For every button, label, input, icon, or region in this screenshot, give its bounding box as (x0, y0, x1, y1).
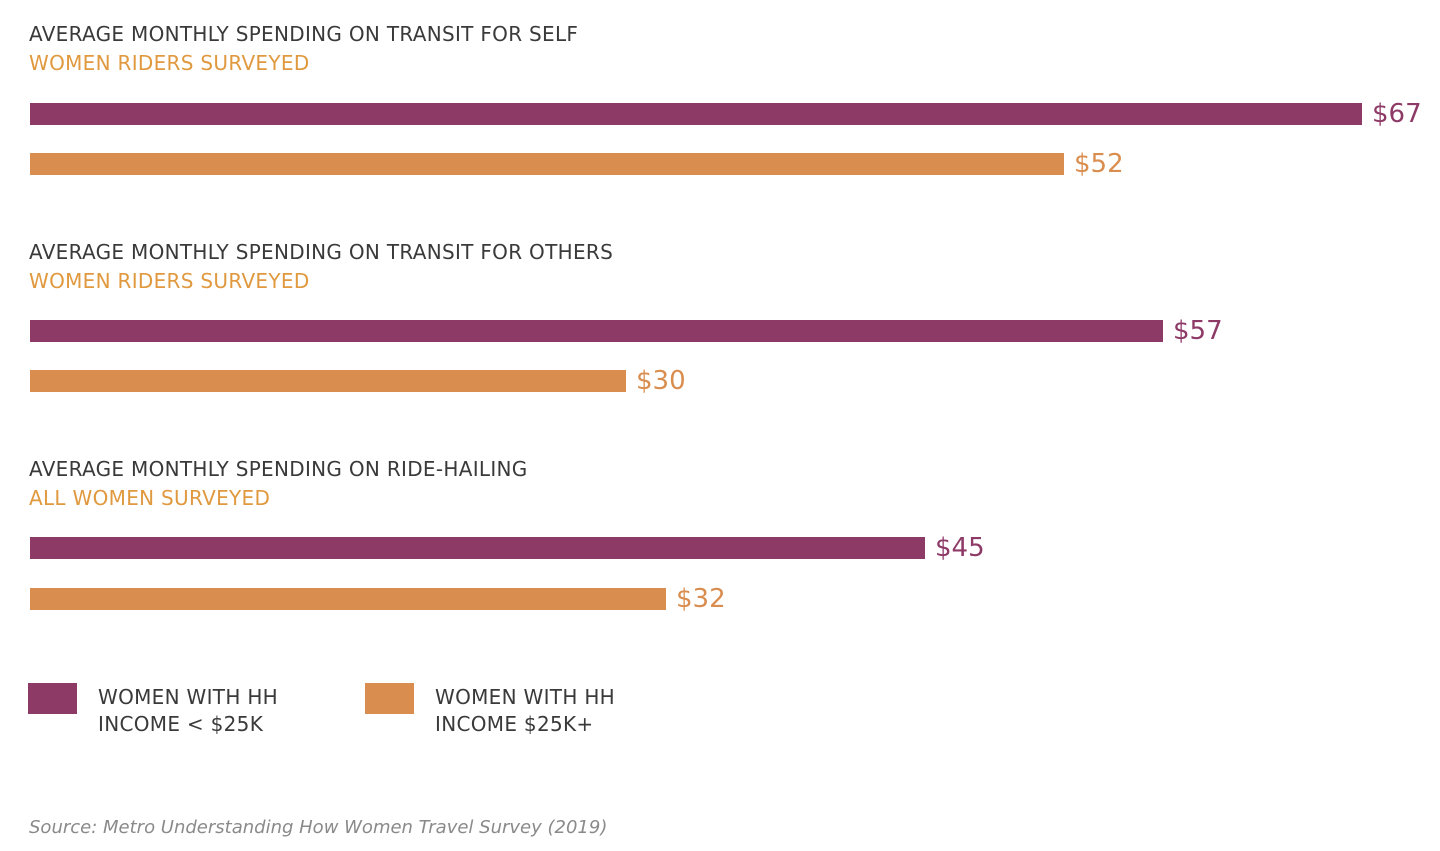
bar-value-label: $67 (1372, 99, 1422, 129)
legend-swatch-high-income (365, 683, 414, 714)
source-note: Source: Metro Understanding How Women Tr… (29, 817, 608, 838)
chart-title: AVERAGE MONTHLY SPENDING ON RIDE-HAILING (29, 457, 528, 481)
legend-label-line: INCOME < $25K (98, 712, 264, 736)
chart-title: AVERAGE MONTHLY SPENDING ON TRANSIT FOR … (29, 240, 614, 264)
chart-subtitle: WOMEN RIDERS SURVEYED (29, 269, 310, 293)
chart-title: AVERAGE MONTHLY SPENDING ON TRANSIT FOR … (29, 22, 579, 46)
bar-value-label: $32 (676, 584, 726, 614)
bar-high-income (30, 370, 626, 392)
bar-value-label: $45 (935, 533, 985, 563)
legend-label-line: INCOME $25K+ (435, 712, 594, 736)
chart-subtitle: ALL WOMEN SURVEYED (29, 486, 271, 510)
bar-low-income (30, 103, 1362, 125)
bar-high-income (30, 153, 1064, 175)
bar-value-label: $57 (1173, 316, 1223, 346)
bar-high-income (30, 588, 666, 610)
bar-value-label: $52 (1074, 149, 1124, 179)
chart-subtitle: WOMEN RIDERS SURVEYED (29, 51, 310, 75)
legend-swatch-low-income (28, 683, 77, 714)
bar-low-income (30, 537, 925, 559)
bar-value-label: $30 (636, 366, 686, 396)
legend-label-line: WOMEN WITH HH (435, 685, 615, 709)
legend-label-line: WOMEN WITH HH (98, 685, 278, 709)
legend-label: WOMEN WITH HH INCOME < $25K (98, 684, 358, 738)
legend: WOMEN WITH HH INCOME < $25K WOMEN WITH H… (0, 682, 1440, 742)
legend-label: WOMEN WITH HH INCOME $25K+ (435, 684, 695, 738)
bar-low-income (30, 320, 1163, 342)
